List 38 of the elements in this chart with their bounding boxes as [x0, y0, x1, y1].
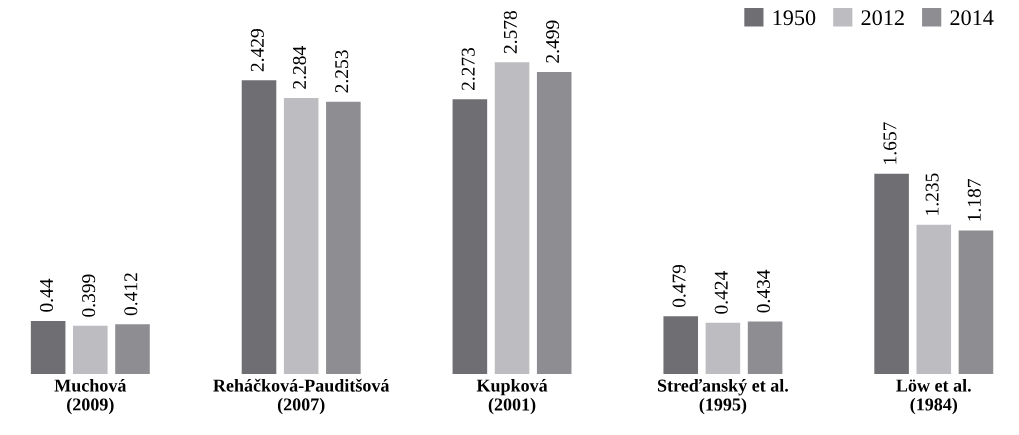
data-label: 0.399 [82, 274, 96, 317]
bar [536, 71, 572, 375]
data-label: 2.273 [461, 47, 475, 91]
bar [958, 230, 994, 375]
data-label: 0.412 [124, 273, 138, 316]
data-label: 2.284 [292, 46, 307, 89]
legend-label: 2014 [950, 10, 994, 26]
x-tick-label: Streďanský et al. (1995) [657, 378, 789, 415]
data-label: 0.434 [756, 269, 771, 313]
bar [30, 320, 66, 375]
data-label: 2.578 [503, 11, 517, 54]
x-tick-label: Löw et al. (1984) [896, 378, 971, 415]
data-label: 2.429 [250, 29, 264, 72]
bar [705, 322, 741, 375]
legend-label: 2012 [861, 10, 904, 26]
bar [874, 173, 909, 375]
bar [73, 325, 108, 375]
x-tick-label: Kupková (2001) [476, 378, 548, 415]
bar [663, 316, 699, 375]
bar [916, 224, 952, 375]
data-label: 0.44 [39, 278, 54, 312]
data-label: 1.657 [883, 122, 897, 164]
legend-label: 1950 [773, 10, 816, 26]
bar [241, 80, 277, 375]
bar [115, 324, 150, 375]
x-tick-label: Reháčková-Pauditšová (2007) [213, 378, 390, 415]
bar [283, 97, 319, 375]
x-tick-label: Muchová (2009) [54, 378, 127, 415]
bar [452, 99, 488, 375]
data-label: 1.187 [967, 179, 981, 221]
bar [747, 321, 783, 375]
data-label: 2.499 [546, 20, 560, 63]
bar [326, 101, 361, 375]
bar [494, 62, 530, 375]
data-label: 2.253 [335, 50, 349, 93]
data-label: 0.424 [714, 271, 728, 314]
data-label: 1.235 [925, 173, 939, 215]
data-label: 0.479 [672, 264, 686, 308]
